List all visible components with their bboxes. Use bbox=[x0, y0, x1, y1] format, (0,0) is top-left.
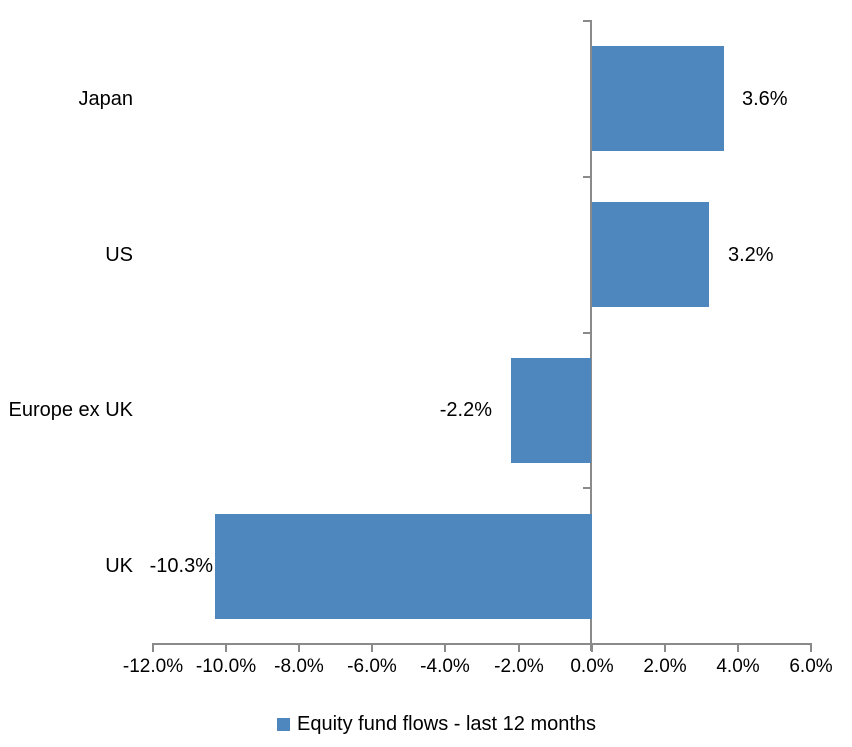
value-axis-tick bbox=[444, 643, 446, 652]
category-label: US bbox=[105, 244, 133, 266]
category-label: Japan bbox=[78, 88, 134, 110]
x-tick-label: -4.0% bbox=[420, 656, 470, 677]
bar bbox=[215, 514, 592, 619]
value-axis-tick bbox=[298, 643, 300, 652]
value-axis-line bbox=[152, 643, 812, 645]
data-label: -10.3% bbox=[149, 555, 213, 577]
bar bbox=[592, 202, 709, 307]
x-tick-label: 6.0% bbox=[789, 656, 833, 677]
value-axis-tick bbox=[225, 643, 227, 652]
legend-swatch bbox=[277, 717, 290, 731]
category-label: Europe ex UK bbox=[8, 399, 133, 421]
category-axis-tick bbox=[583, 332, 591, 334]
data-label: 3.6% bbox=[742, 88, 788, 110]
x-tick-label: -8.0% bbox=[274, 656, 324, 677]
value-axis-tick bbox=[518, 643, 520, 652]
x-tick-label: 0.0% bbox=[570, 656, 614, 677]
data-label: 3.2% bbox=[728, 244, 774, 266]
value-axis-tick bbox=[152, 643, 154, 652]
data-label: -2.2% bbox=[439, 399, 492, 421]
category-axis-tick bbox=[583, 176, 591, 178]
bar bbox=[511, 358, 591, 463]
category-axis-tick bbox=[583, 20, 591, 22]
legend: Equity fund flows - last 12 months bbox=[277, 711, 596, 737]
category-label: UK bbox=[105, 555, 133, 577]
legend-label: Equity fund flows - last 12 months bbox=[297, 713, 597, 735]
value-axis-tick bbox=[810, 643, 812, 652]
category-axis-tick bbox=[583, 487, 591, 489]
bar bbox=[592, 46, 724, 151]
value-axis-tick bbox=[371, 643, 373, 652]
value-axis-tick bbox=[737, 643, 739, 652]
category-axis-line bbox=[590, 20, 592, 651]
x-tick-label: -6.0% bbox=[347, 656, 397, 677]
x-tick-label: -2.0% bbox=[494, 656, 544, 677]
value-axis-tick bbox=[591, 643, 593, 652]
x-tick-label: -10.0% bbox=[195, 656, 257, 677]
x-tick-label: -12.0% bbox=[122, 656, 184, 677]
x-tick-label: 2.0% bbox=[643, 656, 687, 677]
x-tick-label: 4.0% bbox=[716, 656, 760, 677]
value-axis-tick bbox=[664, 643, 666, 652]
